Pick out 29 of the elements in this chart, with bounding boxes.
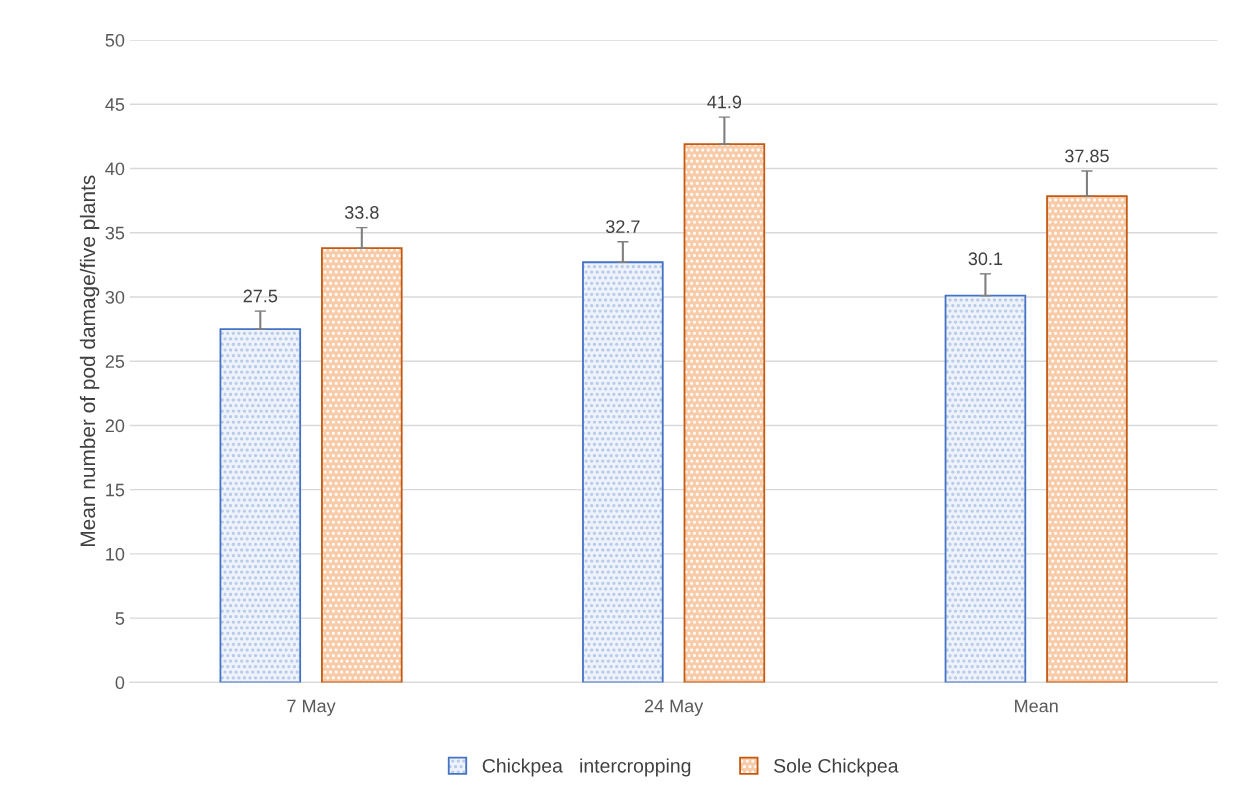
x-tick-label: 24 May [644, 699, 704, 716]
y-tick-label: 50 [105, 33, 125, 47]
bar [219, 328, 302, 683]
y-axis-title: Mean number of pod damage/five plants [79, 175, 100, 546]
y-tick-label: 40 [105, 162, 125, 176]
data-label: 30.1 [968, 252, 1003, 266]
y-tick-label: 10 [106, 547, 125, 561]
legend-label: Sole Chickpea [774, 758, 899, 777]
data-label: 27.5 [243, 289, 278, 303]
y-tick-label: 25 [105, 355, 125, 368]
data-label: 37.85 [1065, 149, 1109, 163]
bar [321, 247, 403, 683]
y-tick-label: 30 [105, 290, 125, 304]
y-tick-label: 35 [105, 226, 125, 240]
y-tick-label: 15 [106, 483, 125, 497]
bar [944, 294, 1027, 683]
data-label: 33.8 [344, 206, 379, 219]
y-tick-label: 45 [105, 98, 125, 111]
x-tick-label: 7 May [287, 699, 336, 716]
y-tick-label: 20 [105, 419, 125, 433]
x-tick-label: Mean [1015, 699, 1058, 713]
bar [1046, 195, 1128, 683]
data-label: 32.7 [605, 220, 640, 234]
y-tick-label: 0 [115, 676, 125, 690]
data-label: 41.9 [707, 95, 742, 109]
y-tick-label: 5 [115, 612, 125, 625]
bar [683, 143, 766, 683]
bar [582, 261, 664, 683]
legend-label: Chickpea intercropping [482, 758, 691, 777]
